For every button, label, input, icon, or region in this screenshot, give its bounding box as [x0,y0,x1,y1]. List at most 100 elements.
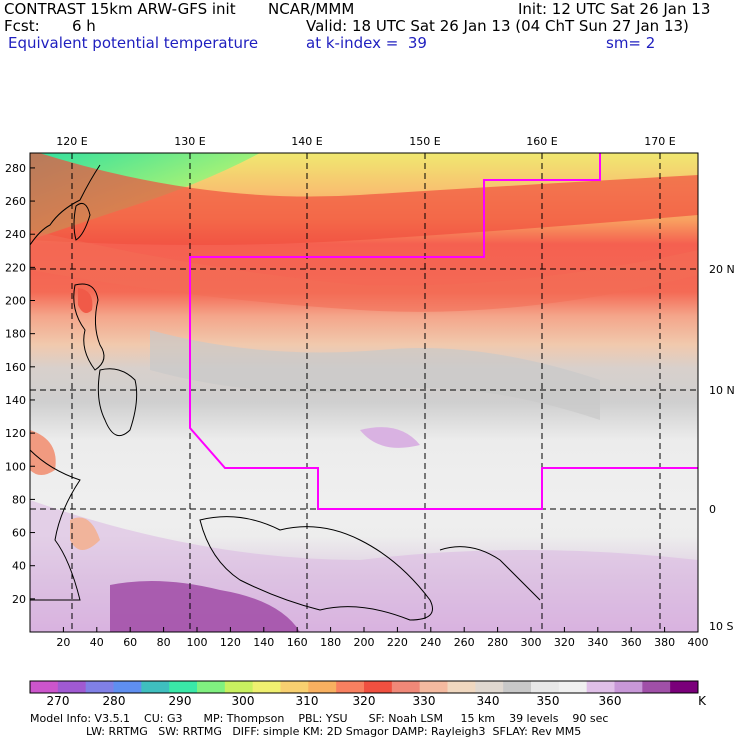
x-tick-label-100: 100 [187,636,208,649]
colorbar-cell [336,681,365,693]
axis-ticks [30,167,699,632]
x-tick-label-160: 160 [287,636,308,649]
y-tick-label-60: 60 [12,527,26,540]
colorbar-cell [252,681,281,693]
luzon-coast [73,283,105,371]
x-tick-label-20: 20 [56,636,70,649]
y-tick-label-140: 140 [5,394,26,407]
y-tick-label-280: 280 [5,162,26,175]
x-tick-label-340: 340 [587,636,608,649]
org-label: NCAR/MMM [268,0,355,18]
colorbar-cell [475,681,504,693]
taiwan-coast [73,203,91,241]
x-tick-label-240: 240 [420,636,441,649]
lon-label-120e: 120 E [56,135,87,148]
x-tick-label-320: 320 [554,636,575,649]
y-tick-label-260: 260 [5,195,26,208]
x-tick-label-360: 360 [621,636,642,649]
y-tick-label-20: 20 [12,593,26,606]
colorbar-label-280: 280 [102,694,126,708]
x-tick-label-40: 40 [90,636,104,649]
new-britain-coast [439,546,541,601]
colorbar-cell [30,681,59,693]
colorbar-cell [447,681,476,693]
colorbar-cells [30,681,699,693]
colorbar-label-270: 270 [46,694,70,708]
lat-label-20n: 20 N [709,263,735,276]
colorbar-cell [391,681,421,693]
china-coast [29,164,101,246]
colorbar-cell [531,681,560,693]
y-tick-label-180: 180 [5,328,26,341]
colorbar-cell [503,681,532,693]
colorbar-cell [280,681,309,693]
deep-purple-patch [110,581,300,632]
y-grid-tick-labels: 280 260 240 220 200 180 160 140 120 100 80 60 40 20 [5,162,26,606]
colorbar-cell [558,681,588,693]
colorbar-cell [197,681,226,693]
colorbar-cell [169,681,198,693]
colorbar-label-340: 340 [476,694,500,708]
model-info-line-1: Model Info: V3.5.1 CU: G3 MP: Thompson P… [30,712,609,725]
colorbar-cell [614,681,643,693]
lat-label-10n: 10 N [709,384,735,397]
coastlines [29,164,541,621]
colorbar-cell [85,681,114,693]
y-tick-label-80: 80 [12,493,26,506]
x-grid-tick-labels: 20 40 60 80 100 120 140 160 180 200 220 240 260 280 30… [56,636,708,649]
run-title: CONTRAST 15km ARW-GFS init [4,0,236,18]
x-tick-label-400: 400 [688,636,709,649]
forecast-hour: 6 h [72,17,96,35]
colorbar-label-310: 310 [295,694,319,708]
latitude-labels: 20 N 10 N 0 10 S [709,263,735,633]
y-tick-label-200: 200 [5,295,26,308]
x-tick-label-140: 140 [253,636,274,649]
colorbar-cell [364,681,393,693]
lat-label-0: 0 [709,503,716,516]
smoothing-info: sm= 2 [606,34,656,52]
colorbar-label-290: 290 [168,694,192,708]
lon-label-130e: 130 E [174,135,205,148]
lon-label-150e: 150 E [409,135,440,148]
x-tick-label-60: 60 [123,636,137,649]
colorbar-label-300: 300 [231,694,255,708]
valid-time: Valid: 18 UTC Sat 26 Jan 13 (04 ChT Sun … [306,17,689,35]
colorbar-cell [586,681,615,693]
x-tick-label-180: 180 [320,636,341,649]
gray-streak [150,330,600,420]
x-tick-label-380: 380 [654,636,675,649]
orange-patch-2 [70,517,100,550]
colorbar-label-320: 320 [352,694,376,708]
colorbar-cell [308,681,337,693]
y-tick-label-220: 220 [5,261,26,274]
celebes-coast [29,448,81,601]
colorbar-cell [419,681,448,693]
y-tick-label-120: 120 [5,427,26,440]
new-guinea-coast [199,516,433,621]
colorbar-label-330: 330 [412,694,436,708]
colorbar-cell [642,681,671,693]
colorbar-unit: K [698,694,706,708]
shaded-field [30,153,698,632]
x-tick-label-280: 280 [487,636,508,649]
lon-label-160e: 160 E [526,135,557,148]
y-tick-label-240: 240 [5,228,26,241]
lon-label-140e: 140 E [291,135,322,148]
purple-patch [360,427,420,448]
colorbar-label-360: 360 [598,694,622,708]
field-name: Equivalent potential temperature [8,34,259,52]
colorbar-cell [670,681,699,693]
level-info: at k-index = 39 [306,34,427,52]
x-tick-label-120: 120 [220,636,241,649]
x-tick-label-300: 300 [521,636,542,649]
colorbar-cell [113,681,142,693]
warm-band-south [30,230,698,312]
model-info-line-2: LW: RRTMG SW: RRTMG DIFF: simple KM: 2D … [30,725,582,738]
lon-label-170e: 170 E [644,135,675,148]
visayas-mindanao-coast [97,368,138,437]
x-tick-label-200: 200 [354,636,375,649]
longitude-labels: 120 E 130 E 140 E 150 E 160 E 170 E [56,135,675,148]
y-tick-label-100: 100 [5,460,26,473]
y-tick-label-160: 160 [5,361,26,374]
